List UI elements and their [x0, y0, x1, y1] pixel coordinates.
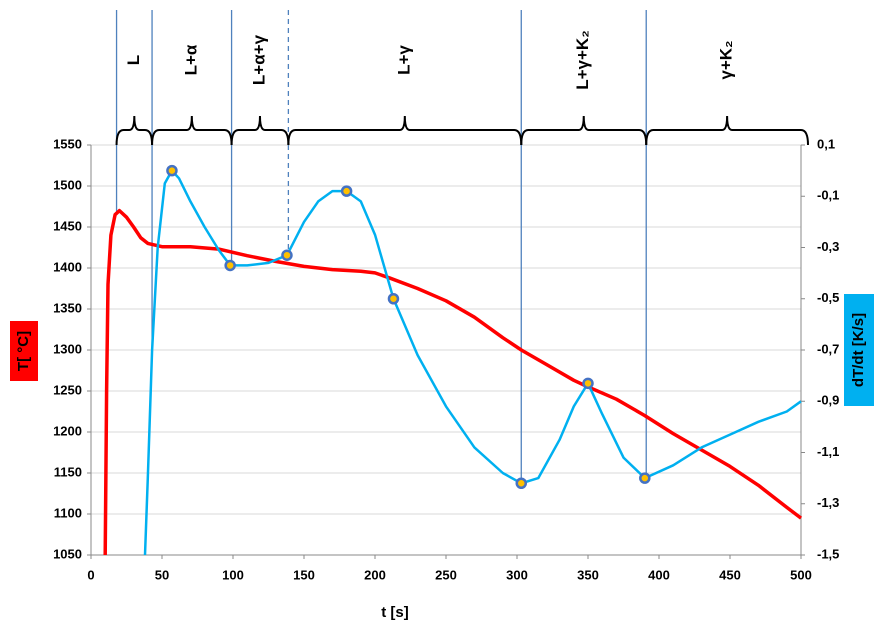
marker — [515, 477, 528, 489]
y-label-box — [10, 321, 38, 381]
phase-label: L+α — [181, 44, 200, 75]
y2-label-box — [844, 294, 874, 406]
y2-tick-label: -1,3 — [817, 495, 839, 510]
y2-tick-label: -0,3 — [817, 239, 839, 254]
phase-brace — [520, 115, 648, 146]
data-line — [143, 169, 802, 556]
phase-label: L — [124, 55, 143, 65]
x-tick-label: 0 — [87, 567, 94, 582]
y-tick-label: 1300 — [53, 341, 82, 356]
y-tick-label: 1400 — [53, 259, 82, 274]
data-line — [103, 208, 803, 556]
y-tick-label: 1550 — [53, 136, 82, 151]
phase-label: L+α+γ — [249, 34, 268, 85]
x-tick-label: 450 — [719, 567, 741, 582]
y-tick-label: 1200 — [53, 423, 82, 438]
x-tick-label: 350 — [577, 567, 599, 582]
y-tick-label: 1350 — [53, 300, 82, 315]
phase-brace — [287, 115, 523, 146]
y2-tick-label: 0,1 — [817, 136, 835, 151]
marker — [340, 185, 353, 197]
marker — [281, 249, 293, 261]
phase-brace — [151, 115, 233, 146]
phase-label: L+γ — [394, 45, 413, 75]
y-tick-label: 1450 — [53, 218, 82, 233]
y2-axis-title: dT/dt [K/s] — [850, 313, 867, 387]
y2-tick-label: -0,1 — [817, 188, 839, 203]
y-axis-title: T[ °C] — [15, 331, 32, 371]
y-tick-label: 1150 — [54, 464, 82, 479]
y-tick-label: 1050 — [53, 546, 82, 561]
x-tick-label: 100 — [222, 567, 244, 582]
y2-tick-label: -0,5 — [817, 290, 839, 305]
y2-tick-label: -1,1 — [817, 444, 839, 459]
phase-brace — [645, 115, 809, 146]
x-tick-label: 400 — [648, 567, 670, 582]
phase-brace — [115, 115, 154, 146]
x-tick-label: 200 — [364, 567, 386, 582]
marker — [166, 164, 178, 177]
y-tick-label: 1100 — [54, 505, 82, 520]
y2-tick-label: -1,5 — [817, 546, 839, 561]
marker — [582, 377, 594, 390]
x-tick-label: 300 — [506, 567, 528, 582]
x-tick-label: 150 — [293, 567, 315, 582]
y-tick-label: 1500 — [53, 177, 82, 192]
x-axis-title: t [s] — [381, 604, 409, 621]
marker — [639, 472, 651, 484]
y-tick-label: 1250 — [53, 382, 82, 397]
marker — [387, 293, 400, 305]
x-tick-label: 50 — [155, 567, 169, 582]
y2-tick-label: -0,7 — [817, 341, 839, 356]
marker — [224, 259, 236, 272]
y2-tick-label: -0,9 — [817, 393, 839, 408]
x-tick-label: 500 — [790, 567, 812, 582]
phase-brace — [230, 115, 290, 146]
phase-label: γ+K₂ — [717, 40, 736, 79]
x-tick-label: 250 — [435, 567, 457, 582]
phase-label: L+γ+K₂ — [573, 30, 592, 90]
